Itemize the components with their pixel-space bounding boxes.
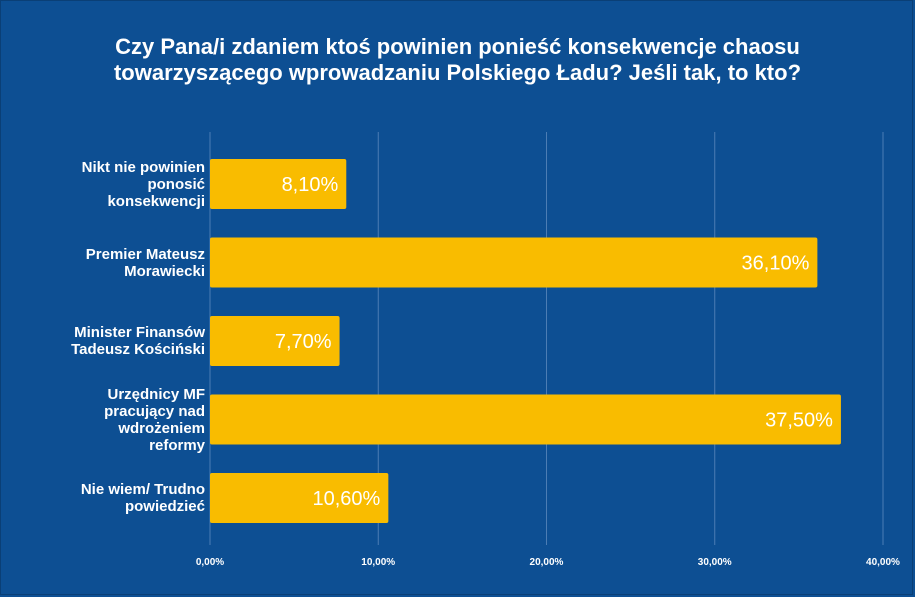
category-label: Urzędnicy MF pracujący nad wdrożeniem refor… bbox=[15, 386, 205, 454]
bar-value-label: 8,10% bbox=[282, 174, 339, 196]
bar bbox=[210, 316, 340, 366]
chart-title-line-1: Czy Pana/i zdaniem ktoś powinien ponieść… bbox=[115, 34, 800, 59]
x-tick-label: 0,00% bbox=[196, 557, 224, 568]
category-label: Nikt nie powinien ponosić konsekwencji bbox=[15, 159, 205, 210]
category-label-line: ponosić bbox=[147, 175, 205, 193]
x-tick-label: 20,00% bbox=[530, 557, 564, 568]
category-label-line: Premier Mateusz bbox=[85, 245, 205, 263]
bar-value-label: 10,60% bbox=[313, 488, 381, 510]
category-label-line: konsekwencji bbox=[107, 192, 205, 210]
bar bbox=[210, 237, 818, 288]
x-tick-label: 10,00% bbox=[361, 557, 395, 568]
x-tick-label: 30,00% bbox=[698, 557, 732, 568]
category-label-line: Morawiecki bbox=[124, 262, 205, 280]
category-label-line: Nie wiem/ Trudno bbox=[80, 481, 205, 498]
chart-title-line-2: towarzyszącego wprowadzaniu Polskiego Ła… bbox=[113, 60, 802, 85]
category-label: Premier Mateusz Morawiecki bbox=[15, 246, 205, 280]
category-label-line: Urzędnicy MF bbox=[107, 385, 205, 403]
category-label-line: Nikt nie powinien bbox=[81, 158, 205, 176]
bar-value-label: 7,70% bbox=[275, 331, 332, 353]
category-label-line: pracujący nad bbox=[104, 402, 205, 420]
category-label: Minister Finansów Tadeusz Kościński bbox=[15, 324, 205, 358]
bar bbox=[210, 394, 841, 445]
bar bbox=[210, 473, 389, 523]
category-label-line: Tadeusz Kościński bbox=[71, 341, 205, 358]
category-label-line: Minister Finansów bbox=[74, 324, 205, 341]
category-label: Nie wiem/ Trudno powiedzieć bbox=[15, 481, 205, 515]
category-label-line: reformy bbox=[149, 436, 205, 454]
bar-value-label: 36,10% bbox=[742, 253, 810, 275]
bar-value-label: 37,50% bbox=[765, 410, 833, 432]
chart-title: Czy Pana/i zdaniem ktoś powinien ponieść… bbox=[0, 34, 915, 86]
category-label-line: wdrożeniem bbox=[118, 419, 205, 437]
bar bbox=[210, 159, 347, 209]
x-tick-label: 40,00% bbox=[866, 557, 900, 568]
category-label-line: powiedzieć bbox=[124, 498, 205, 515]
